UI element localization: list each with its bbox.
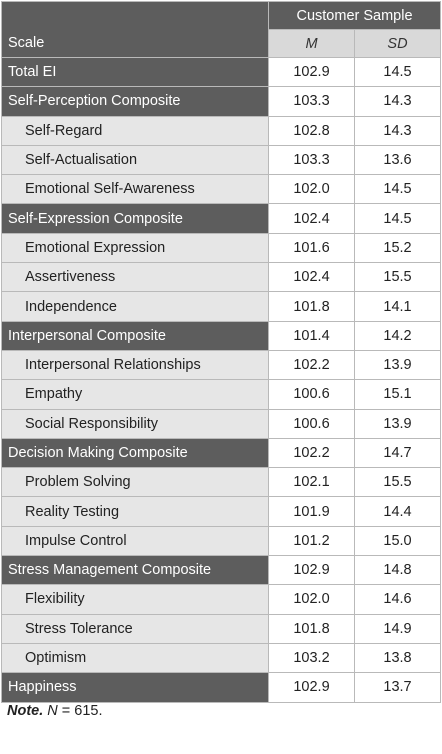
- subscale-row: Reality Testing 101.9 14.4: [1, 496, 442, 527]
- mean-value: 102.4: [268, 262, 355, 293]
- mean-value: 101.4: [268, 320, 355, 351]
- sd-value: 14.3: [353, 86, 442, 117]
- subscale-row: Independence 101.8 14.1: [1, 291, 442, 322]
- sd-value: 13.9: [353, 408, 442, 439]
- scale-name: Assertiveness: [1, 262, 269, 293]
- mean-value: 102.0: [268, 584, 355, 615]
- mean-value: 102.8: [268, 115, 355, 146]
- mean-value: 101.9: [268, 496, 355, 527]
- sd-value: 14.3: [353, 115, 442, 146]
- sd-value: 15.2: [353, 232, 442, 264]
- scale-name: Reality Testing: [1, 496, 269, 527]
- scale-name: Social Responsibility: [1, 408, 269, 439]
- scale-name: Emotional Self-Awareness: [1, 174, 269, 205]
- sd-value: 14.4: [353, 496, 442, 527]
- sd-value: 13.7: [353, 672, 442, 703]
- subscale-row: Problem Solving 102.1 15.5: [1, 467, 442, 498]
- subscale-row: Self-Regard 102.8 14.3: [1, 115, 442, 146]
- scale-name: Independence: [1, 291, 269, 322]
- mean-value: 103.2: [268, 642, 355, 674]
- subscale-row: Stress Tolerance 101.8 14.9: [1, 613, 442, 644]
- composite-row: Stress Management Composite 102.9 14.8: [1, 555, 442, 586]
- customer-sample-header: Customer Sample: [267, 1, 442, 30]
- sd-value: 14.1: [353, 291, 442, 322]
- subscale-row: Interpersonal Relationships 102.2 13.9: [1, 349, 442, 381]
- scale-name: Decision Making Composite: [1, 437, 269, 469]
- mean-value: 102.9: [268, 555, 355, 586]
- scale-name: Impulse Control: [1, 525, 269, 557]
- mean-value: 102.9: [268, 672, 355, 703]
- sd-value: 14.2: [353, 320, 442, 351]
- scale-name: Happiness: [1, 672, 269, 703]
- scale-name: Problem Solving: [1, 467, 269, 498]
- table-body: Total EI 102.9 14.5 Self-Perception Composi…: [1, 56, 442, 703]
- scale-column-header: Scale: [1, 1, 269, 58]
- sd-value: 13.9: [353, 349, 442, 381]
- scale-name: Interpersonal Relationships: [1, 349, 269, 381]
- scale-name: Empathy: [1, 379, 269, 410]
- subscale-row: Empathy 100.6 15.1: [1, 379, 442, 410]
- subscale-row: Optimism 103.2 13.8: [1, 642, 442, 674]
- sd-value: 13.6: [353, 144, 442, 176]
- subscale-row: Self-Actualisation 103.3 13.6: [1, 144, 442, 176]
- mean-value: 101.6: [268, 232, 355, 264]
- sd-value: 15.5: [353, 262, 442, 293]
- scale-name: Total EI: [1, 56, 269, 88]
- note-text: = 615.: [57, 703, 103, 719]
- note-prefix: Note.: [7, 703, 44, 719]
- sd-value: 14.5: [353, 203, 442, 234]
- subscale-row: Social Responsibility 100.6 13.9: [1, 408, 442, 439]
- mean-value: 102.9: [268, 56, 355, 88]
- subscale-row: Flexibility 102.0 14.6: [1, 584, 442, 615]
- mean-value: 101.8: [268, 613, 355, 644]
- sd-value: 14.8: [353, 555, 442, 586]
- sd-value: 14.5: [353, 56, 442, 88]
- scale-name: Self-Actualisation: [1, 144, 269, 176]
- mean-value: 102.2: [268, 349, 355, 381]
- sd-value: 14.9: [353, 613, 442, 644]
- scale-name: Self-Perception Composite: [1, 86, 269, 117]
- sd-column-header: SD: [353, 29, 442, 58]
- subscale-row: Impulse Control 101.2 15.0: [1, 525, 442, 557]
- mean-value: 100.6: [268, 408, 355, 439]
- mean-value: 103.3: [268, 86, 355, 117]
- subscale-row: Emotional Expression 101.6 15.2: [1, 232, 442, 264]
- sd-value: 13.8: [353, 642, 442, 674]
- sd-value: 14.6: [353, 584, 442, 615]
- norms-table: Scale Customer Sample M SD Total EI 102.9…: [1, 1, 442, 703]
- subscale-row: Assertiveness 102.4 15.5: [1, 262, 442, 293]
- composite-row: Decision Making Composite 102.2 14.7: [1, 437, 442, 469]
- mean-value: 102.4: [268, 203, 355, 234]
- composite-row: Self-Expression Composite 102.4 14.5: [1, 203, 442, 234]
- note-n-symbol: N: [47, 703, 58, 719]
- composite-row: Self-Perception Composite 103.3 14.3: [1, 86, 442, 117]
- sd-value: 14.5: [353, 174, 442, 205]
- composite-row: Happiness 102.9 13.7: [1, 672, 442, 703]
- mean-value: 101.2: [268, 525, 355, 557]
- scale-name: Self-Expression Composite: [1, 203, 269, 234]
- scale-name: Self-Regard: [1, 115, 269, 146]
- mean-value: 101.8: [268, 291, 355, 322]
- scale-name: Interpersonal Composite: [1, 320, 269, 351]
- composite-row: Interpersonal Composite 101.4 14.2: [1, 320, 442, 351]
- sd-value: 14.7: [353, 437, 442, 469]
- scale-name: Optimism: [1, 642, 269, 674]
- mean-value: 100.6: [268, 379, 355, 410]
- scale-name: Emotional Expression: [1, 232, 269, 264]
- mean-value: 102.2: [268, 437, 355, 469]
- scale-name: Stress Management Composite: [1, 555, 269, 586]
- scale-name: Flexibility: [1, 584, 269, 615]
- table-note: Note. N = 615.: [7, 703, 103, 719]
- mean-column-header: M: [268, 29, 355, 58]
- sd-value: 15.1: [353, 379, 442, 410]
- subscale-row: Emotional Self-Awareness 102.0 14.5: [1, 174, 442, 205]
- mean-value: 102.0: [268, 174, 355, 205]
- composite-row: Total EI 102.9 14.5: [1, 56, 442, 88]
- sd-value: 15.5: [353, 467, 442, 498]
- sd-value: 15.0: [353, 525, 442, 557]
- mean-value: 102.1: [268, 467, 355, 498]
- mean-value: 103.3: [268, 144, 355, 176]
- scale-name: Stress Tolerance: [1, 613, 269, 644]
